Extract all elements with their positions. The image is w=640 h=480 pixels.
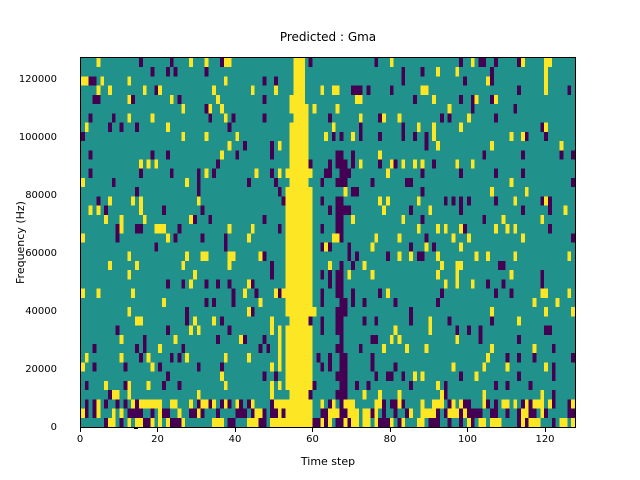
x-tick-label: 80 [383, 434, 397, 445]
x-tick-mark [79, 428, 81, 432]
x-tick-label: 60 [306, 434, 319, 445]
y-tick-label: 100000 [18, 132, 57, 144]
x-tick-label: 100 [457, 434, 478, 445]
y-tick-label: 60000 [25, 248, 57, 260]
y-tick-label: 20000 [25, 364, 57, 376]
x-tick-label: 40 [228, 434, 242, 445]
heatmap-plot-area [80, 57, 576, 428]
y-tick-label: 80000 [25, 190, 57, 202]
x-tick-mark [157, 428, 158, 432]
y-tick-label: 120000 [18, 74, 57, 86]
x-axis-label: Time step [300, 455, 356, 468]
y-tick-label: 40000 [25, 306, 57, 318]
x-tick-mark [312, 428, 313, 432]
x-tick-mark [389, 428, 391, 432]
x-tick-mark [234, 428, 236, 432]
x-tick-label: 20 [151, 434, 164, 445]
y-tick-mark [134, 427, 138, 429]
x-tick-mark [544, 428, 546, 432]
x-tick-label: 0 [76, 434, 84, 445]
heatmap-image [81, 58, 575, 427]
x-tick-label: 120 [535, 434, 555, 445]
x-tick-mark [467, 428, 468, 432]
page-title: Predicted : Gma [279, 30, 377, 44]
y-tick-label: 0 [50, 422, 57, 433]
